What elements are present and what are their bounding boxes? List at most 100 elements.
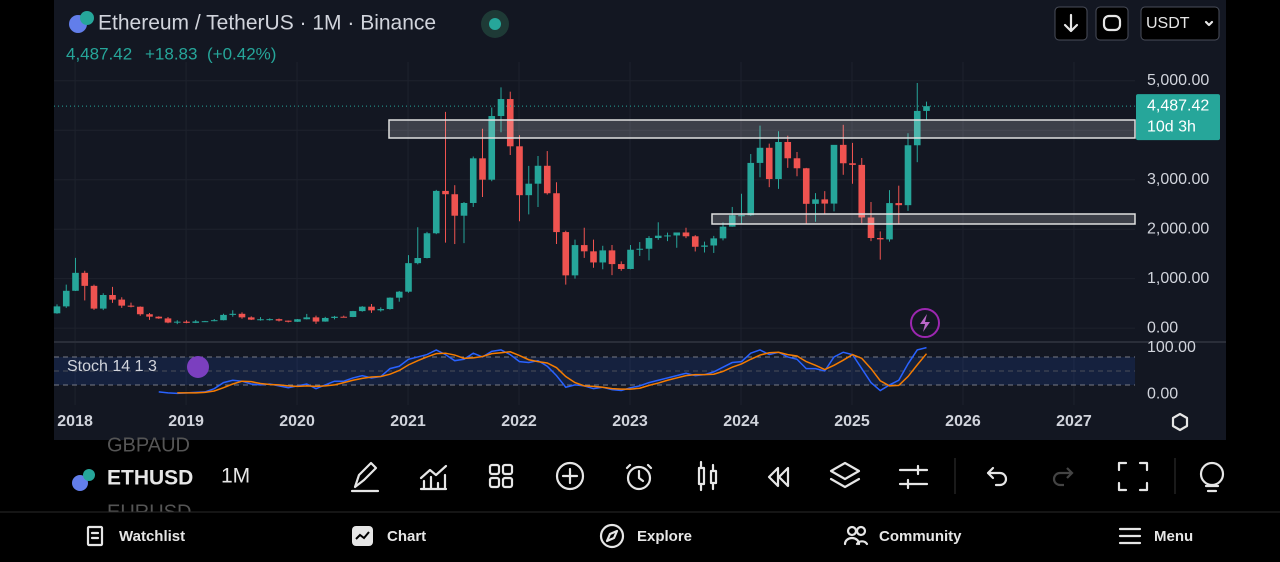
interval[interactable]: 1M [221,465,250,488]
candle-body [275,319,283,321]
replay-tool[interactable] [767,466,790,488]
nav-item[interactable]: Chart [387,528,426,545]
candle-body [701,245,708,247]
resistance-zone[interactable] [388,119,1136,139]
x-tick-label: 2019 [168,413,204,430]
candle-body [830,144,838,204]
alert-bolt [920,314,930,332]
candle-body [340,316,348,318]
nav-item[interactable]: Explore [637,528,692,545]
settings-tool[interactable] [898,464,929,490]
candle-body [923,106,930,111]
candle-body [599,250,607,263]
candle-body [543,165,551,194]
candle-body [479,158,486,180]
candle-body [118,299,126,306]
candle-body [432,190,440,234]
candle-body [784,141,792,159]
add-tool[interactable] [555,461,585,491]
candle-body [192,321,200,323]
chart-type-tool[interactable] [697,460,718,492]
x-tick-label: 2020 [279,413,315,430]
y-tick-label: 100.00 [1147,339,1196,356]
candle-body [220,314,227,321]
currency-label: USDT [1146,15,1190,32]
symbol-current[interactable]: ETHUSD [107,467,193,490]
candle-body [72,272,79,291]
candle-body [802,168,810,204]
candle-body [321,317,329,322]
draw-tool[interactable] [350,461,380,493]
alert-icon[interactable] [910,308,940,338]
market-status-dot [489,18,501,30]
x-tick-label: 2025 [834,413,870,430]
candle-body [904,145,912,206]
candle-body [294,319,301,322]
candle-body [414,258,422,264]
layers-tool[interactable] [829,461,861,489]
y-tick-label: 1,000.00 [1147,270,1209,287]
indicators-tool[interactable] [419,464,448,491]
candle-body [793,158,801,169]
x-tick-label: 2018 [57,413,93,430]
nav-bar [0,512,1280,562]
candle-body [858,164,866,218]
symbol-title: Ethereum / TetherUS · 1M · Binance [98,12,436,35]
alert-tool[interactable] [625,463,653,491]
redo [1052,467,1074,487]
candle-body [284,320,292,322]
candle-body [506,99,514,147]
candle-body [562,232,570,276]
candle-body [849,163,856,165]
candle-body [395,291,403,298]
templates-tool[interactable] [488,463,514,489]
nav-item[interactable]: Community [879,528,962,545]
y-tick-label: 3,000.00 [1147,171,1209,188]
candle-body [775,141,782,180]
price-change-pct: (+0.42%) [207,44,276,63]
nav-item[interactable]: Watchlist [119,528,185,545]
candle-body [405,263,412,292]
currency-dropdown[interactable] [1140,6,1220,41]
candle-body [756,147,764,163]
symbol-logo [69,11,94,33]
candle-body [312,317,320,322]
candle-body [358,306,366,312]
candle-body [247,317,255,320]
x-tick-label: 2027 [1056,413,1092,430]
symbol-prev[interactable]: GBPAUD [107,434,190,456]
nav-item[interactable]: Menu [1154,528,1193,545]
candle-body [876,238,884,240]
candle-body [728,215,736,227]
candle-body [525,183,533,196]
fullscreen[interactable] [1117,461,1149,492]
candle-body [821,199,829,204]
candle-body [377,309,385,311]
candle-body [386,297,394,310]
y-tick-label: 2,000.00 [1147,220,1209,237]
candle-body [516,146,523,196]
settings-icon[interactable] [1171,412,1189,432]
candle-body [488,116,496,180]
price-tag-countdown: 10d 3h [1147,118,1196,135]
undo[interactable] [986,466,1008,487]
candle-body [747,162,755,216]
candle-body [127,305,135,307]
x-tick-label: 2021 [390,413,426,430]
support-zone[interactable] [711,213,1136,225]
candle-body [257,319,264,321]
x-tick-label: 2023 [612,413,648,430]
y-tick-label: 0.00 [1147,319,1178,336]
refresh-button[interactable] [1095,6,1129,41]
candle-body [534,165,542,184]
indicator-title: Stoch 14 1 3 [67,358,157,375]
explore-icon [599,523,625,549]
price-tag-value: 4,487.42 [1147,97,1209,114]
candle-body [673,232,681,236]
candle-body [90,285,98,309]
candle-body [839,144,847,164]
indicator-icon[interactable] [187,356,209,378]
more-tool[interactable] [1199,461,1225,493]
menu-icon [1118,527,1142,545]
